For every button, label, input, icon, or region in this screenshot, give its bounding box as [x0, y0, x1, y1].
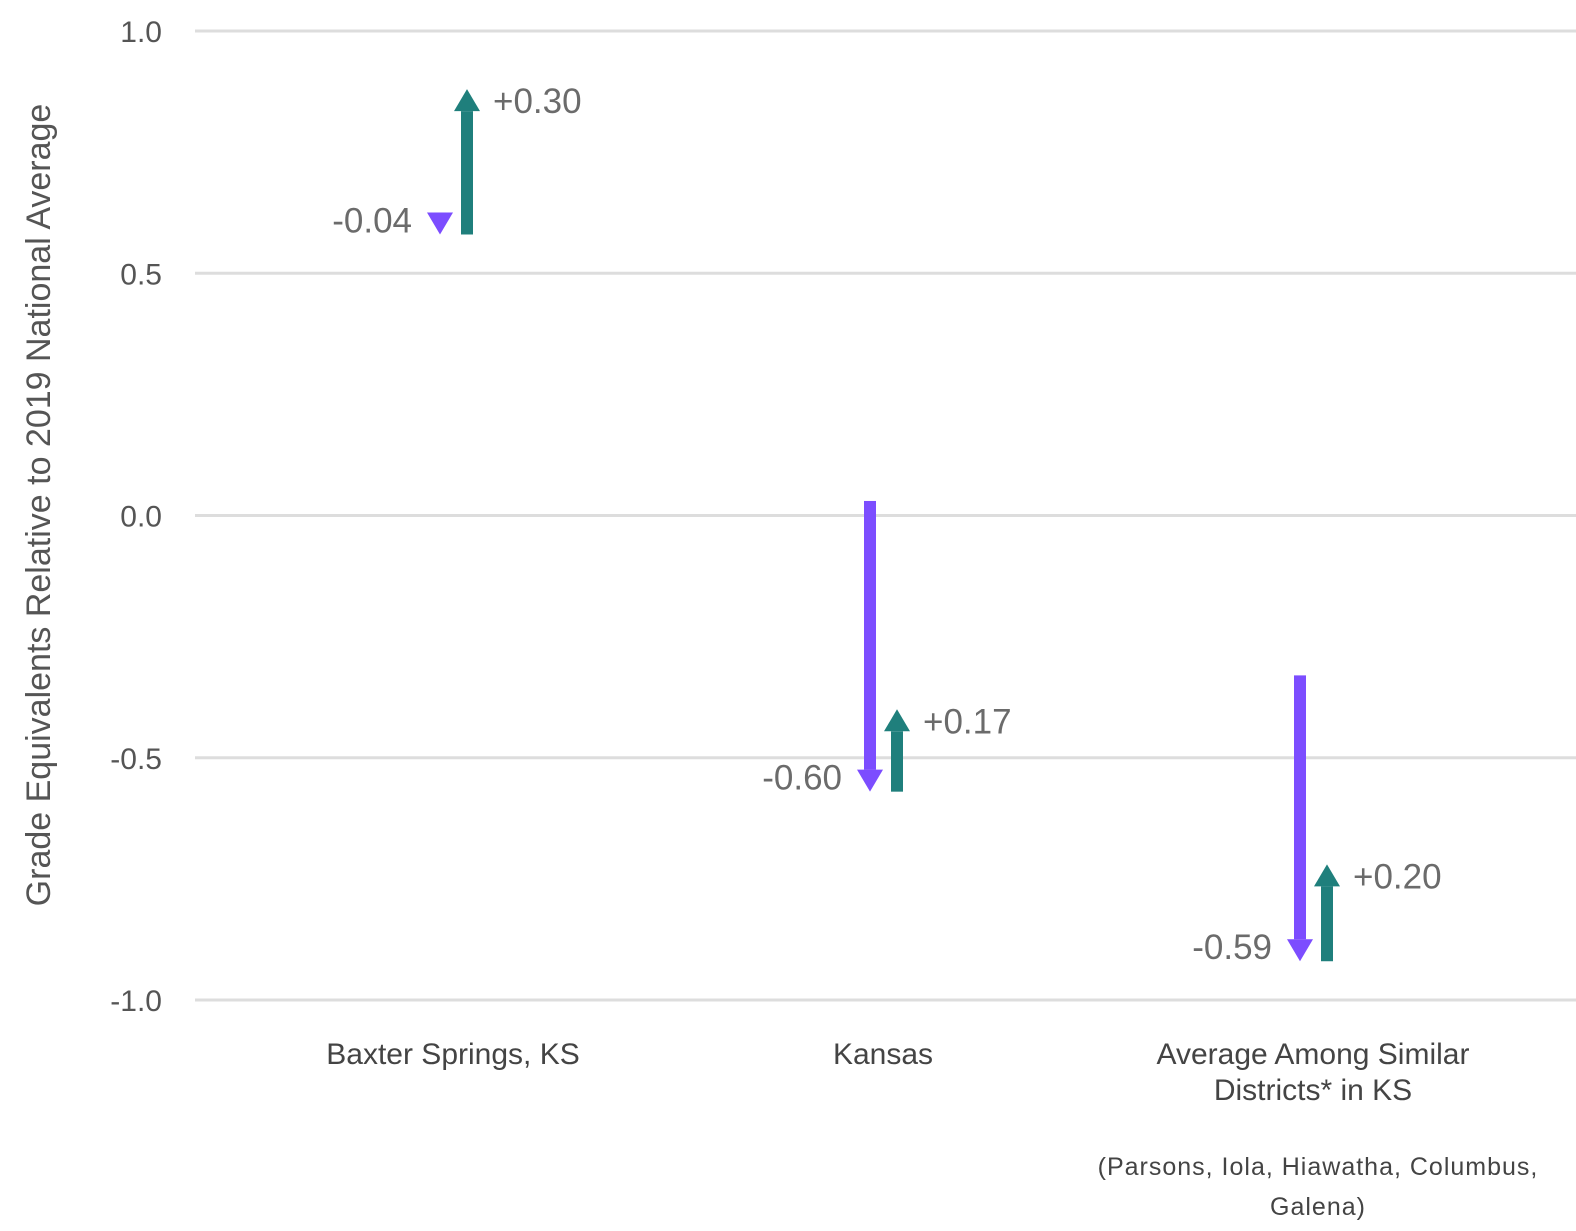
- x-category-label: Kansas: [833, 1038, 933, 1071]
- y-axis-ticks: 1.0 0.5 0.0 -0.5 -1.0: [110, 16, 162, 1018]
- recovery-value-label: +0.20: [1353, 857, 1442, 896]
- x-axis-categories: Baxter Springs, KS Kansas Average Among Si…: [326, 1038, 1539, 1221]
- recovery-value-label: +0.17: [923, 702, 1012, 741]
- y-tick-label: 1.0: [120, 16, 162, 49]
- recovery-arrow-head: [454, 89, 480, 112]
- y-tick-label: -1.0: [110, 985, 162, 1018]
- x-category-label: Districts* in KS: [1214, 1074, 1412, 1107]
- y-axis-label: Grade Equivalents Relative to 2019 Natio…: [20, 104, 58, 907]
- decline-arrow-shaft: [864, 500, 876, 770]
- y-tick-label: 0.5: [120, 258, 162, 291]
- decline-value-label: -0.59: [1192, 928, 1272, 967]
- x-category-note: (Parsons, Iola, Hiawatha, Columbus,: [1098, 1153, 1539, 1181]
- decline-arrow: [1287, 675, 1313, 962]
- y-tick-label: -0.5: [110, 743, 162, 776]
- decline-arrow: [427, 212, 453, 235]
- recovery-arrow: [454, 89, 480, 235]
- recovery-value-label: +0.30: [493, 82, 582, 121]
- recovery-arrow-head: [884, 709, 910, 732]
- x-category-label: Average Among Similar: [1157, 1038, 1470, 1071]
- recovery-arrow-shaft: [1321, 886, 1333, 962]
- recovery-arrow: [1314, 864, 1340, 962]
- decline-arrow-head: [857, 769, 883, 792]
- y-tick-label: 0.0: [120, 501, 162, 534]
- recovery-arrow: [884, 709, 910, 792]
- decline-arrow: [857, 500, 883, 792]
- decline-value-label: -0.04: [332, 201, 412, 240]
- arrow-series: -0.04 +0.30 -0.60 +0.17 -0.59 +0.20: [332, 82, 1441, 967]
- decline-value-label: -0.60: [762, 759, 842, 798]
- recovery-arrow-shaft: [891, 731, 903, 792]
- decline-arrow-head: [427, 212, 453, 235]
- decline-arrow-head: [1287, 939, 1313, 962]
- recovery-arrow-shaft: [461, 111, 473, 235]
- gridlines: [195, 29, 1576, 1002]
- decline-arrow-shaft: [1294, 675, 1306, 940]
- x-category-label: Baxter Springs, KS: [326, 1038, 579, 1071]
- x-category-note: Galena): [1270, 1193, 1366, 1221]
- recovery-arrow-head: [1314, 864, 1340, 887]
